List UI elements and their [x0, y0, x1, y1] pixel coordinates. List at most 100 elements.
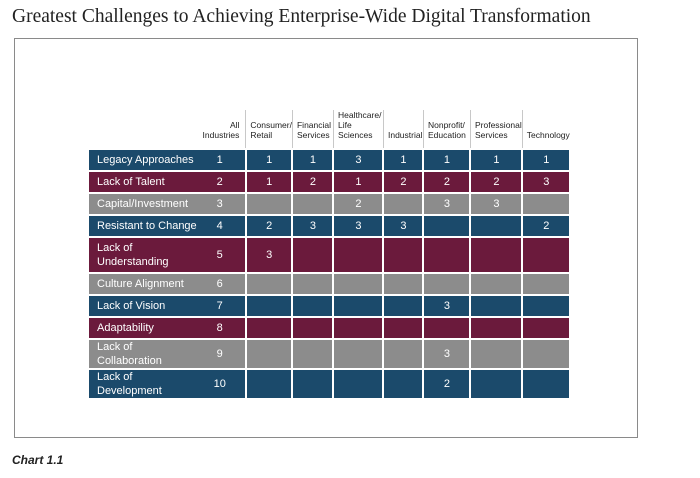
chart-caption: Chart 1.1	[12, 453, 64, 467]
rank-cell	[469, 316, 524, 340]
rank-cell	[291, 338, 335, 370]
row-label: Lack of Development	[87, 368, 199, 400]
rank-cell	[521, 368, 572, 400]
row-label: Lack of Talent	[87, 170, 199, 194]
rank-all-industries: 2	[198, 170, 247, 194]
row-label: Lack of Collaboration	[87, 338, 199, 370]
table-row: Culture Alignment 6	[87, 272, 572, 296]
table-row: Capital/Investment 3 2 3 3	[87, 192, 572, 216]
rank-cell: 1	[244, 170, 294, 194]
rank-cell	[469, 214, 524, 238]
rank-all-industries: 4	[198, 214, 247, 238]
rank-cell	[291, 272, 335, 296]
rank-cell	[291, 294, 335, 318]
rank-cell	[244, 192, 294, 216]
rank-all-industries: 5	[198, 236, 247, 274]
rank-cell: 2	[469, 170, 524, 194]
table-body: Legacy Approaches 1 1 1 3 1 1 1 1 Lack of Talent 2…	[87, 148, 572, 400]
rank-cell: 1	[422, 148, 472, 172]
rank-cell	[332, 338, 385, 370]
rank-cell: 1	[291, 148, 335, 172]
rank-cell	[244, 294, 294, 318]
rank-cell: 3	[244, 236, 294, 274]
rank-cell	[291, 192, 335, 216]
table-row: Resistant to Change 4 2 3 3 3 2	[87, 214, 572, 238]
table-row: Lack of Development 10 2	[87, 368, 572, 400]
rank-cell: 3	[332, 148, 385, 172]
row-label: Lack of Understanding	[87, 236, 199, 274]
table-row: Adaptability 8	[87, 316, 572, 340]
rank-cell	[244, 316, 294, 340]
challenges-table: All Industries Consumer/ Retail Financial …	[87, 110, 572, 400]
rank-cell: 3	[382, 214, 425, 238]
rank-all-industries: 8	[198, 316, 247, 340]
rank-cell	[469, 368, 524, 400]
rank-cell: 1	[244, 148, 294, 172]
rank-cell	[291, 368, 335, 400]
rank-cell	[469, 236, 524, 274]
column-header: Financial Services	[291, 110, 334, 149]
rank-cell	[244, 338, 294, 370]
rank-all-industries: 6	[198, 272, 247, 296]
rank-cell	[382, 368, 425, 400]
rank-cell: 3	[422, 294, 472, 318]
rank-cell: 3	[422, 338, 472, 370]
rank-cell	[382, 272, 425, 296]
rank-cell: 3	[291, 214, 335, 238]
rank-cell: 1	[382, 148, 425, 172]
rank-cell: 2	[332, 192, 385, 216]
rank-cell: 3	[332, 214, 385, 238]
rank-cell	[422, 236, 472, 274]
table-row: Lack of Vision 7 3	[87, 294, 572, 318]
rank-cell: 2	[382, 170, 425, 194]
rank-cell	[521, 294, 572, 318]
rank-cell	[382, 316, 425, 340]
rank-all-industries: 10	[198, 368, 247, 400]
rank-cell	[422, 316, 472, 340]
table-row: Lack of Talent 2 1 2 1 2 2 2 3	[87, 170, 572, 194]
rank-cell	[521, 338, 572, 370]
row-label: Adaptability	[87, 316, 199, 340]
row-label: Resistant to Change	[87, 214, 199, 238]
rank-cell: 1	[332, 170, 385, 194]
rank-cell	[332, 272, 385, 296]
rank-cell	[332, 368, 385, 400]
rank-cell	[332, 294, 385, 318]
rank-cell	[521, 236, 572, 274]
rank-cell	[521, 272, 572, 296]
rank-cell: 2	[244, 214, 294, 238]
column-header: Technology	[521, 110, 571, 149]
rank-cell	[382, 236, 425, 274]
rank-all-industries: 7	[198, 294, 247, 318]
column-header: Consumer/ Retail	[245, 110, 293, 149]
table-row: Lack of Collaboration 9 3	[87, 338, 572, 370]
rank-all-industries: 3	[198, 192, 247, 216]
corner-cell	[88, 110, 199, 149]
column-header: Nonprofit/ Education	[422, 110, 471, 149]
rank-cell	[469, 272, 524, 296]
table-row: Lack of Understanding 5 3	[87, 236, 572, 274]
rank-cell: 2	[422, 368, 472, 400]
row-label: Lack of Vision	[87, 294, 199, 318]
rank-cell	[422, 272, 472, 296]
table-row: Legacy Approaches 1 1 1 3 1 1 1 1	[87, 148, 572, 172]
row-label: Legacy Approaches	[87, 148, 199, 172]
rank-cell: 1	[469, 148, 524, 172]
rank-cell: 2	[291, 170, 335, 194]
rank-cell	[382, 192, 425, 216]
column-header: Industrial	[382, 110, 424, 149]
rank-cell	[521, 316, 572, 340]
rank-all-industries: 9	[198, 338, 247, 370]
rank-cell: 3	[422, 192, 472, 216]
rank-cell	[332, 316, 385, 340]
chart-title: Greatest Challenges to Achieving Enterpr…	[12, 6, 591, 27]
rank-cell: 1	[521, 148, 572, 172]
rank-cell	[244, 368, 294, 400]
rank-cell	[291, 236, 335, 274]
column-header: Professional Services	[469, 110, 523, 149]
rank-all-industries: 1	[198, 148, 247, 172]
rank-cell	[382, 338, 425, 370]
rank-cell	[469, 338, 524, 370]
rank-cell: 3	[469, 192, 524, 216]
rank-cell: 2	[422, 170, 472, 194]
